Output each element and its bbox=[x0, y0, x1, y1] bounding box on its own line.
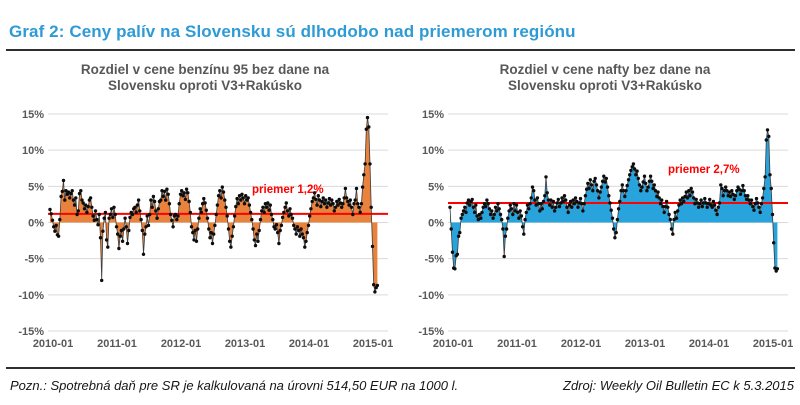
header-divider bbox=[6, 49, 795, 51]
x-tick-label: 2013-01 bbox=[225, 338, 265, 350]
y-tick-label: 15% bbox=[22, 109, 44, 121]
benzin-chart-svg: 15% 10% 5% 0% -5% -10% -15%2010-01 2011-01 2012-… bbox=[18, 109, 393, 350]
y-tick-label: 10% bbox=[22, 145, 44, 157]
nafta-chart-title: Rozdiel v cene nafty bez dane na Slovens… bbox=[435, 62, 775, 94]
x-tick-label: 2014-01 bbox=[689, 338, 729, 350]
x-axis-labels: 2010-01 2011-01 2012-01 2013-01 2014-01 2015-… bbox=[33, 338, 393, 350]
y-tick-label: 5% bbox=[28, 181, 44, 193]
benzin-chart-title-line1: Rozdiel v cene benzínu 95 bez dane na bbox=[80, 62, 330, 77]
benzin-chart-title: Rozdiel v cene benzínu 95 bez dane na Sl… bbox=[35, 62, 375, 94]
y-tick-label: 0% bbox=[28, 218, 44, 230]
y-tick-label: -15% bbox=[418, 326, 444, 338]
source-note: Zdroj: Weekly Oil Bulletin EC k 5.3.2015 bbox=[563, 378, 794, 393]
x-axis-labels: 2010-01 2011-01 2012-01 2013-01 2014-01 2015-… bbox=[433, 338, 793, 350]
nafta-chart-panel: Rozdiel v cene nafty bez dane na Slovens… bbox=[400, 55, 800, 355]
y-tick-label: 5% bbox=[428, 181, 444, 193]
x-tick-label: 2010-01 bbox=[433, 338, 473, 350]
y-axis-labels: 15% 10% 5% 0% -5% -10% -15% bbox=[418, 109, 444, 338]
x-tick-label: 2015-01 bbox=[353, 338, 393, 350]
nafta-chart-svg: 15% 10% 5% 0% -5% -10% -15%2010-01 2011-01 2012-… bbox=[418, 109, 793, 350]
page-title: Graf 2: Ceny palív na Slovensku sú dlhod… bbox=[9, 22, 576, 41]
nafta-chart-title-line1: Rozdiel v cene nafty bez dane na bbox=[499, 62, 711, 77]
x-tick-label: 2015-01 bbox=[753, 338, 793, 350]
nafta-chart-title-line2: Slovensku oproti V3+Rakúsko bbox=[508, 78, 702, 93]
x-tick-label: 2011-01 bbox=[497, 338, 537, 350]
y-tick-label: -5% bbox=[424, 254, 444, 266]
footer-divider bbox=[6, 367, 795, 369]
average-label: priemer 2,7% bbox=[668, 164, 740, 176]
markers bbox=[48, 115, 380, 294]
y-tick-label: -10% bbox=[418, 290, 444, 302]
y-tick-label: -15% bbox=[18, 326, 44, 338]
footnote: Pozn.: Spotrebná daň pre SR je kalkulova… bbox=[10, 378, 459, 393]
area-series bbox=[450, 129, 778, 271]
benzin-chart-panel: Rozdiel v cene benzínu 95 bez dane na Sl… bbox=[0, 55, 400, 355]
y-tick-label: -5% bbox=[24, 254, 44, 266]
x-tick-label: 2013-01 bbox=[625, 338, 665, 350]
x-tick-label: 2010-01 bbox=[33, 338, 73, 350]
benzin-chart-title-line2: Slovensku oproti V3+Rakúsko bbox=[108, 78, 302, 93]
average-label: priemer 1,2% bbox=[252, 184, 324, 196]
y-tick-label: 10% bbox=[422, 145, 444, 157]
y-axis-labels: 15% 10% 5% 0% -5% -10% -15% bbox=[18, 109, 44, 338]
x-tick-label: 2012-01 bbox=[161, 338, 201, 350]
y-tick-label: 15% bbox=[422, 109, 444, 121]
gridlines bbox=[48, 113, 388, 332]
y-tick-label: 0% bbox=[428, 218, 444, 230]
x-tick-label: 2011-01 bbox=[97, 338, 137, 350]
area-series bbox=[50, 117, 378, 292]
y-tick-label: -10% bbox=[18, 290, 44, 302]
markers bbox=[448, 128, 780, 273]
x-tick-label: 2014-01 bbox=[289, 338, 329, 350]
x-tick-label: 2012-01 bbox=[561, 338, 601, 350]
